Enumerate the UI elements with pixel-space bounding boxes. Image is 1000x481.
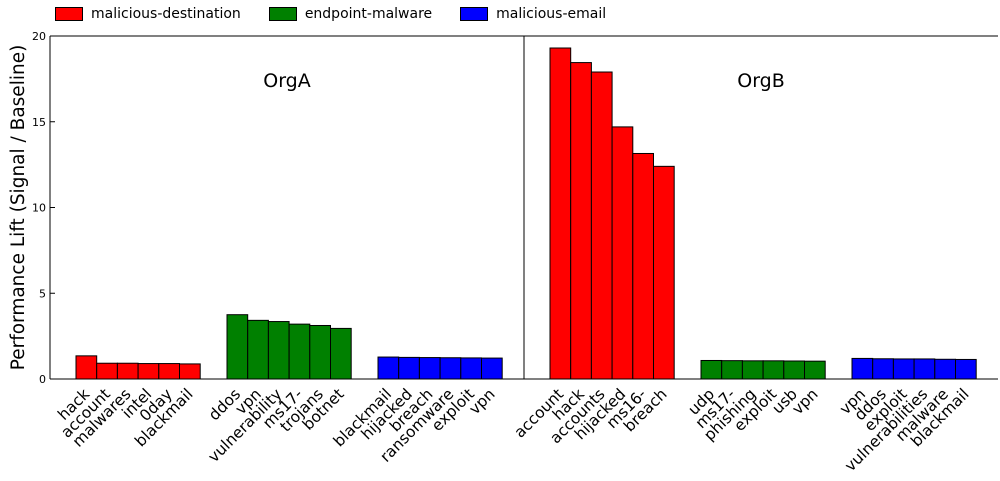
legend-swatch-endpoint-malware — [268, 7, 297, 21]
bar-orgb-malicious-destination-5 — [653, 165, 675, 380]
bar-orga-malicious-destination-5 — [179, 363, 201, 380]
bar-orgb-endpoint-malware-3 — [762, 360, 785, 380]
bar-orgb-malicious-destination-1 — [570, 62, 592, 380]
bar-orga-malicious-destination-4 — [158, 363, 181, 380]
bar-orgb-malicious-email-2 — [892, 358, 915, 380]
legend-label-malicious-email: malicious-email — [496, 6, 607, 22]
y-axis-label: Performance Lift (Signal / Baseline) — [8, 45, 29, 371]
bar-orgb-endpoint-malware-4 — [783, 360, 805, 380]
legend-swatch-malicious-destination — [55, 7, 83, 21]
bar-orga-malicious-email-0 — [377, 356, 400, 380]
bar-orga-malicious-email-1 — [398, 356, 420, 380]
bar-orga-malicious-email-4 — [460, 357, 482, 380]
bar-orgb-endpoint-malware-2 — [741, 360, 764, 380]
y-tick-label-15: 15 — [32, 116, 46, 129]
bar-orgb-endpoint-malware-0 — [700, 359, 723, 380]
panel-title-orga: OrgA — [263, 70, 311, 92]
y-tick-label-5: 5 — [39, 287, 46, 300]
bar-orga-endpoint-malware-4 — [309, 324, 331, 380]
bar-orgb-malicious-destination-0 — [549, 47, 572, 380]
y-tick-label-0: 0 — [39, 373, 46, 386]
bar-orgb-malicious-email-0 — [851, 357, 874, 380]
legend-item-malicious-destination: malicious-destination — [55, 6, 241, 22]
legend-item-malicious-email: malicious-email — [460, 6, 606, 22]
chart-legend: malicious-destination endpoint-malware m… — [55, 6, 606, 22]
bar-orgb-malicious-email-3 — [913, 358, 936, 380]
bar-orga-malicious-destination-0 — [75, 355, 98, 380]
legend-label-malicious-destination: malicious-destination — [91, 6, 241, 22]
bar-orga-endpoint-malware-3 — [288, 323, 311, 380]
bar-orgb-malicious-destination-4 — [632, 152, 654, 380]
legend-swatch-malicious-email — [460, 7, 489, 21]
bar-orgb-malicious-destination-2 — [590, 71, 613, 380]
bar-orga-endpoint-malware-5 — [330, 327, 352, 380]
y-tick-label-10: 10 — [32, 202, 46, 215]
bar-orga-malicious-destination-3 — [137, 363, 160, 380]
y-tick-label-20: 20 — [32, 30, 46, 43]
legend-label-endpoint-malware: endpoint-malware — [304, 6, 433, 22]
panel-title-orgb: OrgB — [737, 70, 785, 92]
tick-label-orgb-endpoint-malware-5: vpn — [789, 385, 822, 418]
bar-orga-malicious-email-2 — [418, 357, 441, 380]
bar-orgb-malicious-destination-3 — [611, 126, 634, 380]
bar-orga-malicious-destination-1 — [96, 362, 118, 380]
bar-orgb-endpoint-malware-1 — [721, 360, 743, 380]
bar-orga-endpoint-malware-0 — [226, 314, 249, 380]
bar-orga-endpoint-malware-2 — [267, 321, 290, 380]
bar-orga-endpoint-malware-1 — [247, 319, 269, 380]
bar-orgb-malicious-email-5 — [955, 358, 977, 380]
bar-orga-malicious-destination-2 — [116, 362, 139, 380]
tick-label-orga-malicious-email-5: vpn — [466, 385, 499, 418]
bar-orgb-malicious-email-4 — [934, 358, 956, 380]
bar-orga-malicious-email-3 — [439, 357, 462, 380]
bar-orgb-endpoint-malware-5 — [804, 360, 826, 380]
legend-item-endpoint-malware: endpoint-malware — [268, 6, 433, 22]
bar-orgb-malicious-email-1 — [872, 358, 894, 380]
bar-orga-malicious-email-5 — [481, 357, 503, 380]
